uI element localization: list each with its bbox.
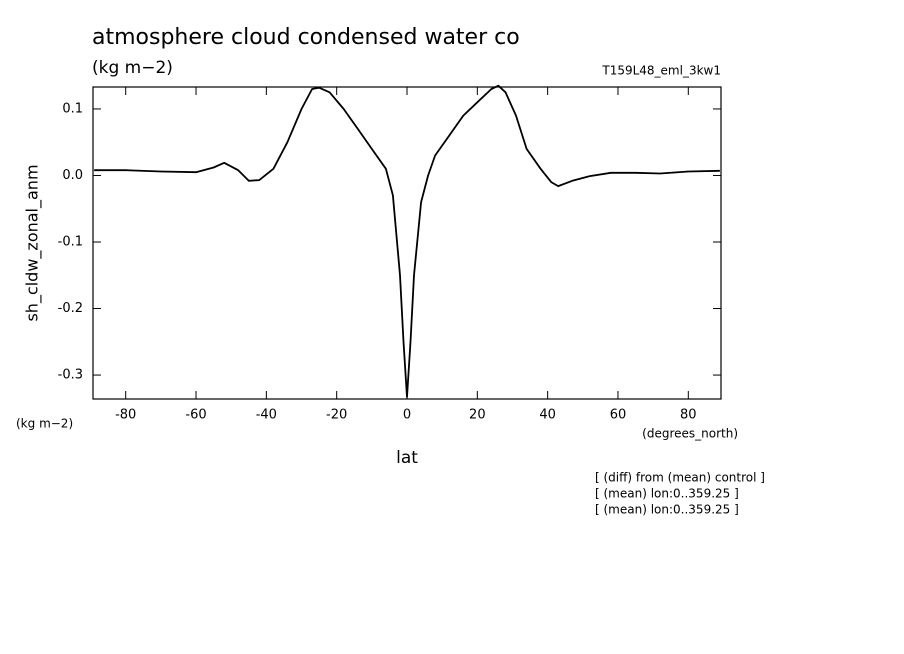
subtitle: (kg m−2) <box>92 58 173 78</box>
note: [ (mean) lon:0..359.25 ] <box>595 503 739 517</box>
x-tick-label: -60 <box>185 408 206 423</box>
y-tick-label: 0.0 <box>62 168 83 183</box>
plot-frame <box>92 86 722 400</box>
x-tick-label: 80 <box>680 408 697 423</box>
note: [ (mean) lon:0..359.25 ] <box>595 487 739 501</box>
chart-title: atmosphere cloud condensed water co <box>92 25 520 50</box>
x-tick-label: -40 <box>256 408 277 423</box>
data-line <box>94 84 720 398</box>
x-tick-label: 60 <box>610 408 627 423</box>
x-units: (degrees_north) <box>642 427 738 441</box>
run-label: T159L48_eml_3kw1 <box>601 64 721 78</box>
x-axis-label: lat <box>396 448 418 468</box>
x-tick-label: 40 <box>539 408 556 423</box>
y-tick-label: -0.2 <box>58 301 83 316</box>
x-tick-label: -20 <box>326 408 347 423</box>
y-units: (kg m−2) <box>16 417 73 431</box>
y-tick-label: -0.3 <box>58 368 83 383</box>
y-tick-label: -0.1 <box>58 235 83 250</box>
x-tick-label: -80 <box>115 408 136 423</box>
y-axis-label: sh_cldw_zonal_anm <box>23 164 43 321</box>
x-tick-label: 0 <box>403 408 411 423</box>
x-tick-label: 20 <box>469 408 486 423</box>
y-tick-label: 0.1 <box>62 101 83 116</box>
note: [ (diff) from (mean) control ] <box>595 471 765 485</box>
